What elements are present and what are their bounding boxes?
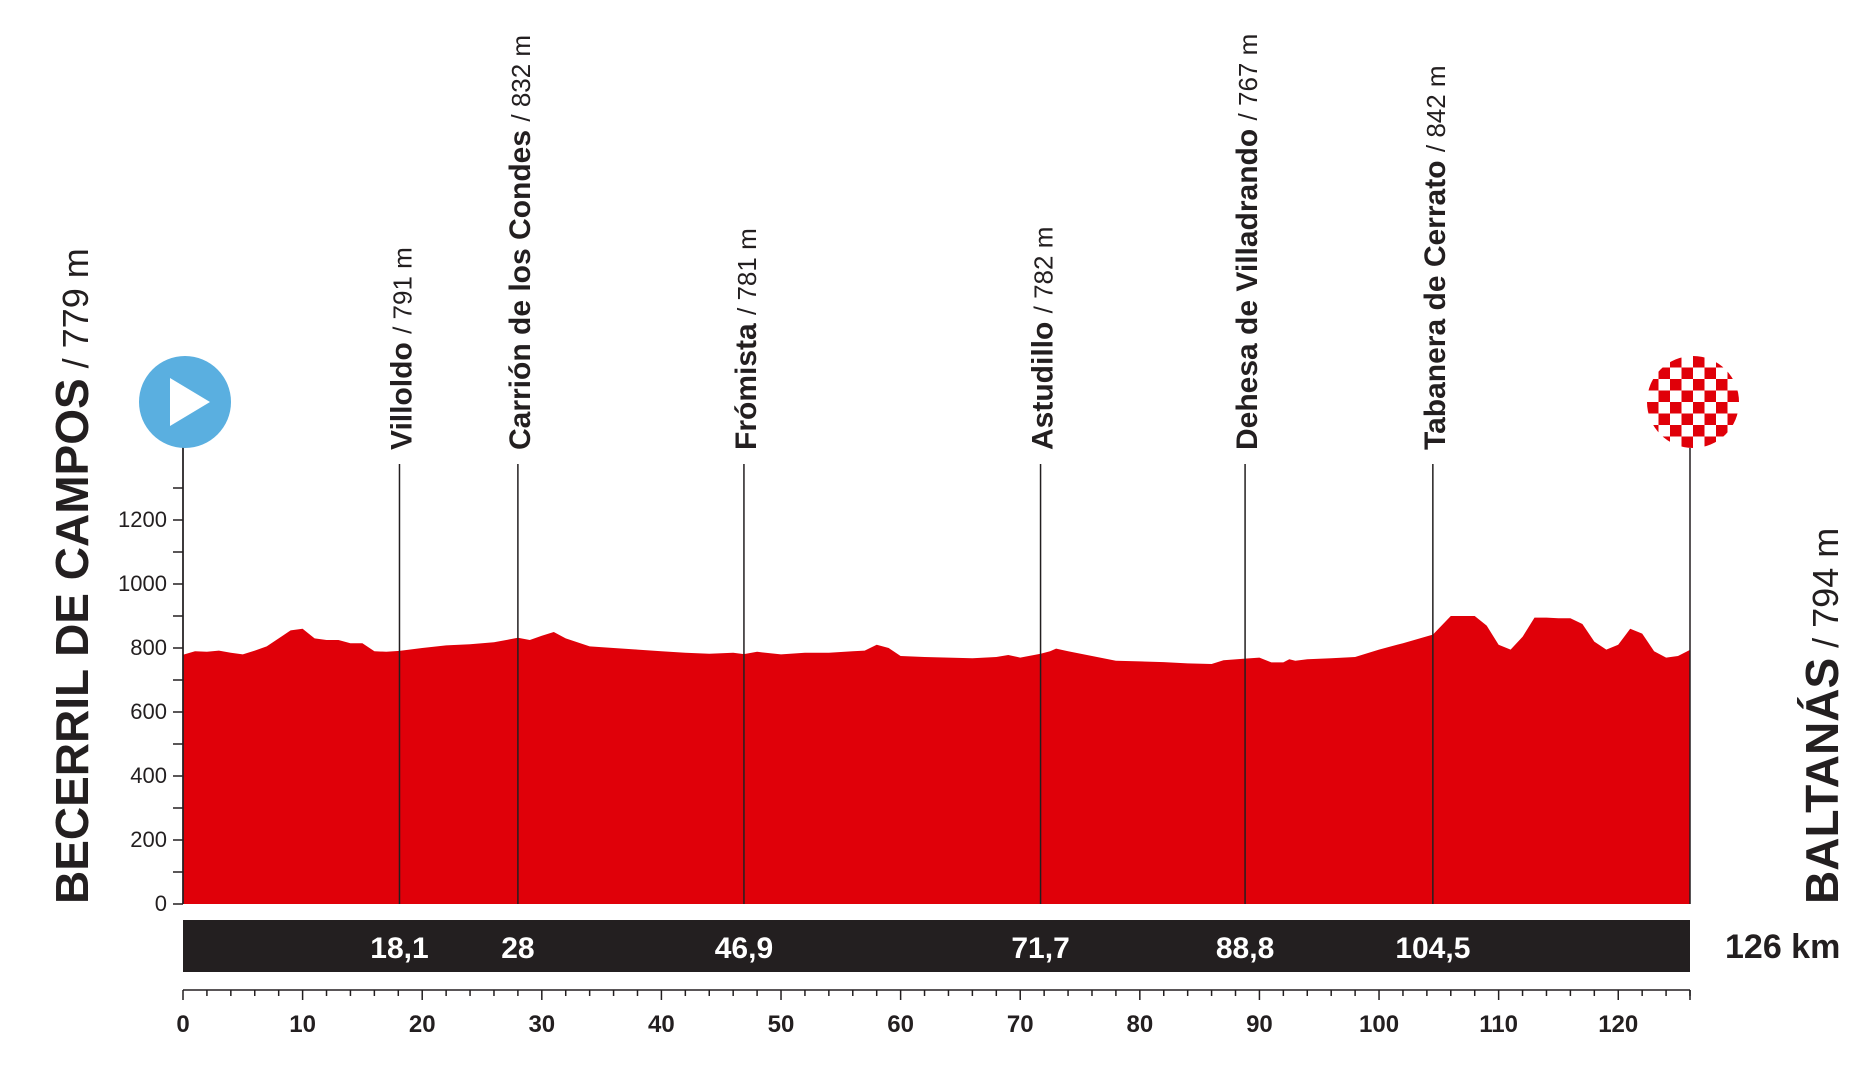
checker-square (1658, 413, 1670, 425)
checkpoint-km-label: 28 (501, 932, 534, 965)
checker-square (1647, 402, 1659, 414)
checker-square (1647, 379, 1659, 391)
play-icon (170, 378, 210, 426)
checkered-flag-icon (1647, 356, 1739, 448)
x-axis: 0 10 20 30 40 50 60 70 80 90 100 110 120 (176, 989, 1691, 1038)
distance-bar (183, 920, 1690, 972)
checkpoint-name: Tabanera de Cerrato (1419, 152, 1452, 450)
checker-square (1670, 356, 1682, 368)
checker-square (1670, 379, 1682, 391)
checkpoint-name: Astudillo (1027, 313, 1060, 450)
y-tick-label: 200 (130, 827, 167, 852)
checker-square (1681, 390, 1693, 402)
checker-square (1693, 402, 1705, 414)
start-marker (139, 356, 231, 448)
checker-square (1658, 367, 1670, 379)
checkpoint-km-label: 104,5 (1395, 932, 1470, 965)
checker-square (1693, 425, 1705, 437)
checker-square (1670, 425, 1682, 437)
y-axis: 0 200 400 600 800 1000 1200 (118, 440, 184, 916)
y-tick-label: 400 (130, 763, 167, 788)
checker-square (1704, 413, 1716, 425)
y-tick-label: 0 (155, 891, 167, 916)
checkpoint-name: Dehesa de Villadrando (1231, 120, 1264, 450)
checker-square (1658, 436, 1670, 448)
checkpoint-label: Astudillo / 782 m (1027, 227, 1060, 450)
checkpoint-km-label: 18,1 (370, 932, 428, 965)
checkpoint-elevation: / 832 m (506, 35, 536, 122)
start-town-label: BECERRIL DE CAMPOS / 779 m (46, 248, 98, 904)
checker-square (1716, 379, 1728, 391)
total-distance-label: 126 km (1725, 928, 1840, 966)
y-tick-label: 800 (130, 635, 167, 660)
checkpoint-elevation: / 791 m (387, 247, 417, 334)
x-tick-label: 50 (768, 1011, 795, 1038)
checkpoint-km-label: 71,7 (1011, 932, 1069, 965)
x-tick-label: 30 (528, 1011, 555, 1038)
y-tick-label: 1200 (118, 507, 167, 532)
checker-square (1704, 367, 1716, 379)
x-tick-label: 90 (1246, 1011, 1273, 1038)
x-tick-label: 20 (409, 1011, 436, 1038)
x-tick-label: 40 (648, 1011, 675, 1038)
checkpoint-label: Dehesa de Villadrando / 767 m (1231, 34, 1264, 450)
checker-square (1727, 367, 1739, 379)
x-tick-label: 100 (1359, 1011, 1399, 1038)
start-town-name: BECERRIL DE CAMPOS (46, 378, 98, 904)
finish-town-label: BALTANÁS / 794 m (1796, 528, 1848, 904)
checker-square (1716, 356, 1728, 368)
checker-square (1647, 356, 1659, 368)
checker-square (1670, 402, 1682, 414)
checker-square (1716, 402, 1728, 414)
checkpoint-name: Frómista (730, 315, 763, 450)
checkpoint-label: Carrión de los Condes / 832 m (504, 35, 537, 450)
checkpoint-elevation: / 781 m (732, 228, 762, 315)
checker-square (1647, 425, 1659, 437)
checkpoint-name: Carrión de los Condes (504, 122, 537, 450)
checker-square (1658, 390, 1670, 402)
checker-square (1704, 436, 1716, 448)
checkpoint-elevation: / 782 m (1029, 227, 1059, 314)
checkpoints: Villoldo / 791 m Carrión de los Condes / … (385, 34, 1452, 904)
checker-square (1727, 413, 1739, 425)
elevation-profile-area (183, 616, 1690, 904)
x-tick-label: 10 (289, 1011, 316, 1038)
y-tick-label: 1000 (118, 571, 167, 596)
finish-town-name: BALTANÁS (1796, 658, 1848, 904)
checker-square (1716, 425, 1728, 437)
x-tick-label: 60 (887, 1011, 914, 1038)
x-tick-label: 0 (176, 1011, 189, 1038)
distance-labels: 18,1 28 46,9 71,7 88,8 104,5 (370, 932, 1470, 965)
checkpoint-name: Villoldo (385, 334, 418, 450)
checkpoint-km-label: 46,9 (715, 932, 773, 965)
x-tick-label: 110 (1479, 1011, 1518, 1038)
y-tick-label: 600 (130, 699, 167, 724)
checker-square (1704, 390, 1716, 402)
x-tick-label: 70 (1007, 1011, 1034, 1038)
checker-square (1727, 436, 1739, 448)
checkpoint-label: Villoldo / 791 m (385, 247, 418, 450)
x-tick-label: 80 (1126, 1011, 1153, 1038)
finish-marker (1647, 356, 1739, 448)
checker-square (1693, 379, 1705, 391)
x-tick-label: 120 (1598, 1011, 1638, 1038)
checkpoint-elevation: / 767 m (1233, 34, 1263, 121)
checkpoint-km-label: 88,8 (1216, 932, 1274, 965)
checker-square (1681, 367, 1693, 379)
checker-square (1681, 436, 1693, 448)
checkpoint-elevation: / 842 m (1421, 65, 1451, 152)
start-town-elevation: / 779 m (55, 248, 96, 378)
checker-square (1727, 390, 1739, 402)
checker-square (1693, 356, 1705, 368)
checker-square (1681, 413, 1693, 425)
checkpoint-label: Frómista / 781 m (730, 228, 763, 450)
checkpoint-label: Tabanera de Cerrato / 842 m (1419, 65, 1452, 450)
finish-town-elevation: / 794 m (1805, 528, 1846, 658)
